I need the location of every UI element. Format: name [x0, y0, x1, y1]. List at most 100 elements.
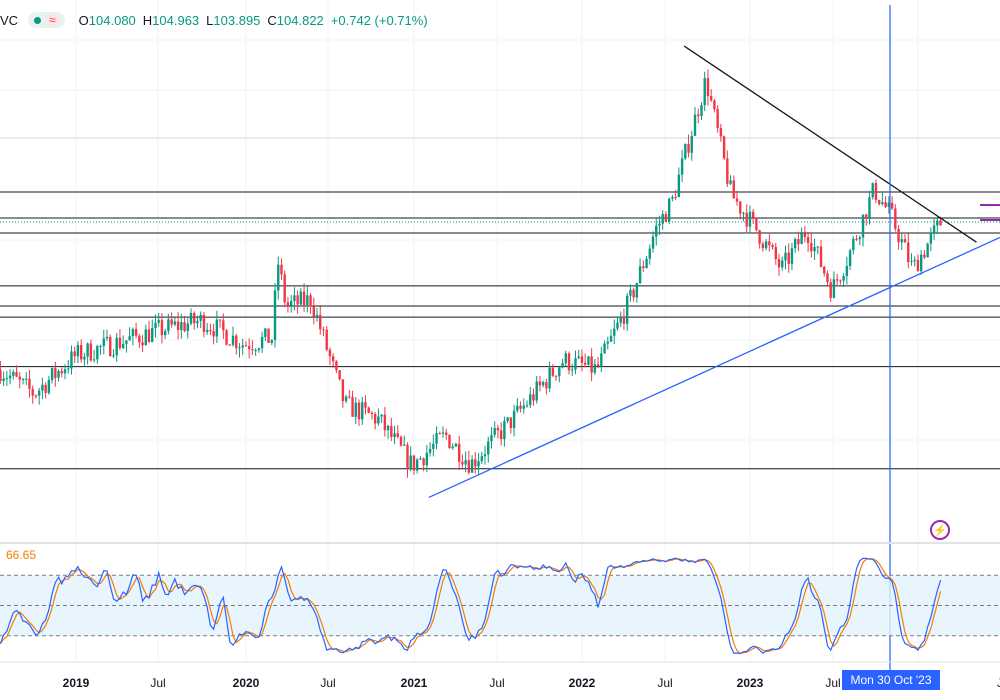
candle-body: [118, 337, 122, 348]
candle-body: [793, 239, 797, 249]
candle-body: [196, 320, 199, 324]
candle-body: [238, 347, 241, 349]
candle-body: [732, 180, 735, 199]
status-pill[interactable]: ≈: [28, 12, 65, 28]
candle-body: [448, 434, 451, 449]
candle-body: [932, 225, 936, 233]
time-axis-label: Jul: [150, 676, 166, 690]
candle-body: [774, 246, 777, 260]
close-value: C104.822: [267, 12, 324, 28]
candle-body: [535, 381, 538, 401]
time-axis-label: 2023: [736, 676, 764, 690]
candle-body: [777, 259, 781, 268]
candle-body: [706, 78, 710, 97]
candle-body: [903, 239, 907, 243]
candle-body: [638, 266, 642, 284]
candle-body: [254, 350, 257, 352]
candle-body: [160, 320, 164, 336]
candle-body: [125, 340, 128, 344]
stochastic-k-line: [0, 557, 942, 655]
candle-body: [354, 402, 357, 417]
candle-body: [677, 174, 681, 198]
candle-body: [21, 379, 25, 381]
candle-body: [2, 378, 5, 381]
candle-body: [835, 279, 839, 281]
candle-body: [810, 242, 813, 252]
time-axis-label: J: [997, 676, 1000, 690]
candle-body: [328, 349, 332, 357]
candle-body: [25, 378, 28, 380]
candle-body: [70, 351, 73, 369]
candle-body: [54, 368, 57, 378]
candle-body: [151, 328, 154, 342]
candle-body: [916, 259, 920, 272]
candle-body: [506, 417, 509, 422]
candle-body: [703, 78, 706, 106]
candle-body: [186, 323, 189, 332]
candle-body: [12, 371, 15, 376]
candle-body: [516, 405, 519, 411]
candle-body: [593, 364, 597, 373]
candle-body: [861, 214, 865, 238]
candle-body: [803, 233, 807, 238]
candle-body: [286, 302, 290, 306]
candle-body: [739, 201, 742, 214]
candle-body: [493, 427, 496, 435]
candle-body: [364, 402, 367, 408]
candle-body: [606, 341, 609, 344]
candle-body: [289, 301, 293, 306]
candle-body: [163, 331, 167, 336]
candle-body: [173, 321, 177, 325]
candle-body: [887, 202, 891, 207]
candle-body: [47, 379, 51, 393]
candle-body: [147, 329, 151, 342]
candle-body: [0, 369, 2, 381]
candle-body: [845, 266, 849, 276]
candle-body: [277, 264, 280, 291]
candle-body: [435, 433, 438, 444]
candle-body: [868, 197, 871, 219]
candle-body: [57, 371, 60, 378]
candle-body: [115, 337, 118, 356]
candle-body: [244, 345, 248, 347]
lightning-icon[interactable]: ⚡: [930, 520, 950, 540]
candle-body: [674, 197, 677, 199]
candle-body: [131, 329, 135, 337]
candle-body: [645, 258, 648, 268]
candle-body: [319, 314, 322, 330]
candle-body: [247, 346, 251, 350]
candle-body: [193, 312, 196, 324]
candle-body: [134, 329, 138, 336]
candle-body: [37, 390, 41, 396]
candle-body: [900, 239, 903, 243]
open-value: O104.080: [78, 12, 136, 28]
candle-body: [587, 356, 590, 365]
chart-legend: VC ≈ O104.080 H104.963 L103.895 C104.822…: [0, 8, 428, 32]
candle-body: [829, 282, 832, 298]
candle-body: [642, 266, 645, 268]
market-open-dot-icon: [34, 16, 42, 24]
candle-body: [454, 443, 458, 447]
candle-body: [241, 345, 244, 348]
candle-body: [716, 109, 719, 129]
candle-body: [396, 433, 399, 437]
candle-body: [525, 405, 529, 407]
candle-body: [212, 331, 215, 337]
candle-body: [487, 441, 490, 455]
symbol-name[interactable]: VC: [0, 12, 19, 28]
candle-body: [832, 279, 836, 298]
candle-body: [205, 329, 209, 333]
candle-body: [176, 321, 180, 331]
candle-body: [655, 225, 658, 237]
candle-body: [44, 384, 47, 393]
candle-body: [83, 356, 86, 360]
candle-body: [377, 416, 380, 424]
candle-body: [474, 459, 477, 467]
candle-body: [325, 329, 328, 350]
candle-body: [658, 223, 661, 226]
candle-body: [512, 410, 516, 429]
candle-body: [121, 343, 125, 348]
candle-body: [218, 319, 222, 321]
candle-body: [865, 214, 868, 219]
